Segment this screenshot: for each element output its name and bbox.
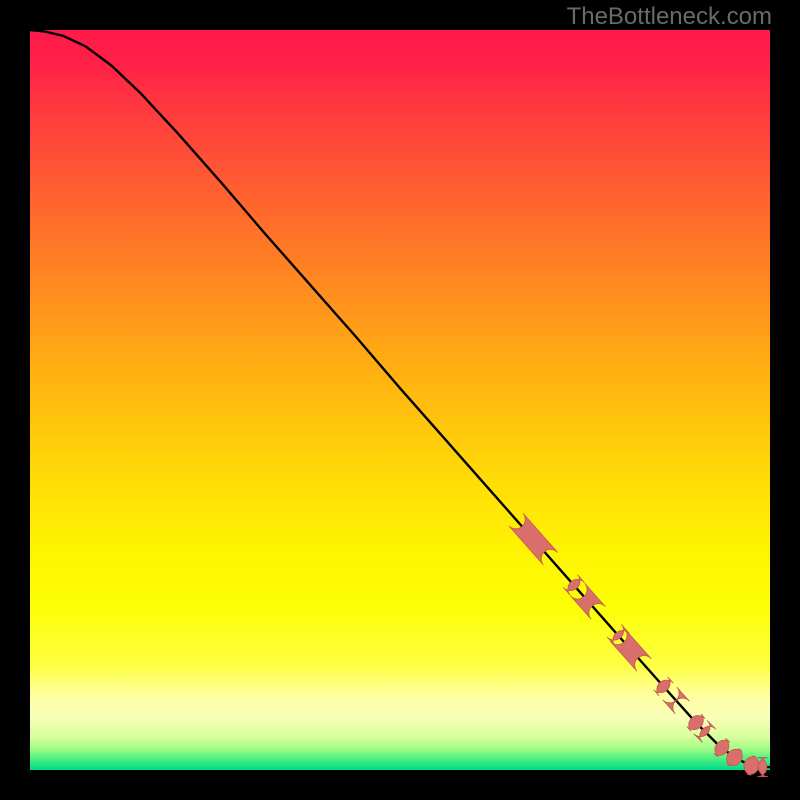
chart-gradient-plot <box>30 30 770 770</box>
watermark-label: TheBottleneck.com <box>567 3 772 31</box>
